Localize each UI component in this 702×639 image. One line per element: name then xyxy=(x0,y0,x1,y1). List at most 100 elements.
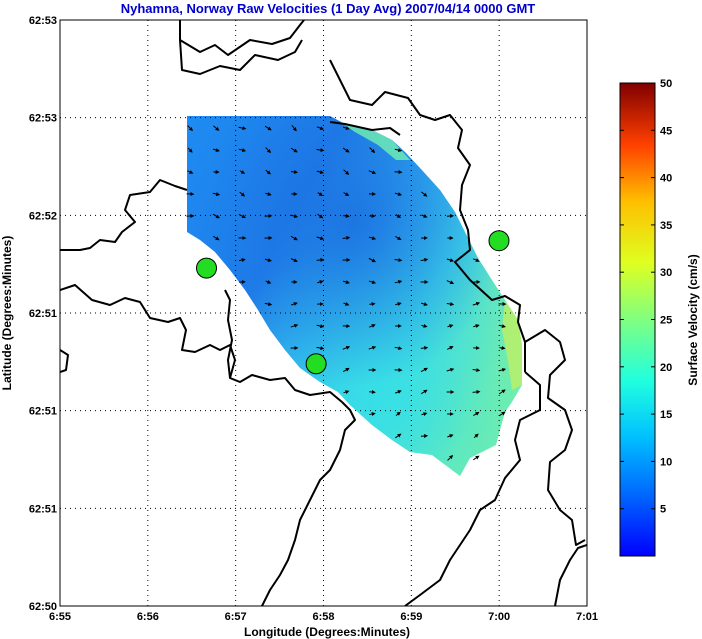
velocity-arrow xyxy=(212,213,220,219)
velocity-arrow xyxy=(395,214,402,218)
colorbar-tick-labels: 5 10 15 20 25 30 35 40 45 50 xyxy=(620,78,672,516)
velocity-arrow xyxy=(317,192,324,196)
velocity-arrow xyxy=(343,390,350,395)
velocity-arrow xyxy=(291,125,297,132)
velocity-arrow xyxy=(265,169,271,175)
velocity-arrow xyxy=(368,257,376,263)
velocity-arrow xyxy=(473,324,480,328)
velocity-arrow xyxy=(342,345,351,350)
velocity-arrow xyxy=(187,147,193,153)
velocity-arrow xyxy=(239,258,246,262)
colorbar-tick-label: 5 xyxy=(660,504,666,516)
velocity-arrow xyxy=(342,147,350,153)
velocity-arrow xyxy=(446,280,455,285)
x-tick-label: 6:57 xyxy=(225,611,247,623)
y-tick-label: 62:53 xyxy=(29,113,57,125)
y-axis-label: Latitude (Degrees:Minutes) xyxy=(0,236,14,391)
velocity-arrow xyxy=(472,258,480,262)
velocity-arrow xyxy=(368,345,377,350)
velocity-arrow xyxy=(472,301,481,306)
velocity-arrow xyxy=(498,324,506,328)
velocity-arrow xyxy=(238,214,247,219)
velocity-arrow xyxy=(317,213,324,219)
colorbar-tick-label: 35 xyxy=(660,220,672,232)
velocity-arrow xyxy=(342,235,351,240)
velocity-arrow xyxy=(239,191,246,197)
velocity-arrow xyxy=(394,170,403,175)
velocity-arrow xyxy=(368,324,376,328)
velocity-arrow xyxy=(420,345,429,350)
y-tick-labels: 62:53 62:53 62:52 62:51 62:51 62:51 62:50 xyxy=(29,15,57,613)
velocity-arrow xyxy=(316,148,325,153)
velocity-arrow xyxy=(290,302,298,306)
velocity-arrow xyxy=(446,302,455,307)
velocity-arrow xyxy=(265,147,272,154)
velocity-arrow xyxy=(212,148,220,152)
velocity-arrow xyxy=(316,236,325,241)
velocity-arrow xyxy=(473,411,480,416)
y-tick-label: 62:51 xyxy=(29,503,57,515)
station-marker xyxy=(305,353,327,375)
velocity-arrow xyxy=(290,170,299,174)
velocity-arrow xyxy=(343,169,350,176)
velocity-arrow xyxy=(420,389,428,395)
velocity-arrow xyxy=(395,302,402,306)
colorbar-tick-label: 25 xyxy=(660,315,672,327)
velocity-arrow xyxy=(447,346,454,350)
coastline xyxy=(60,20,587,606)
velocity-arrow xyxy=(421,191,428,197)
y-tick-label: 62:52 xyxy=(29,210,57,222)
plot-frame xyxy=(59,19,588,607)
y-tick-label: 62:50 xyxy=(29,601,57,613)
velocity-arrow xyxy=(472,389,481,394)
velocity-arrow xyxy=(316,324,325,329)
velocity-arrow xyxy=(368,170,377,175)
velocity-arrow xyxy=(420,367,428,373)
velocity-arrow xyxy=(394,279,403,284)
x-tick-label: 6:58 xyxy=(312,611,334,623)
colorbar-tick-label: 45 xyxy=(660,125,672,137)
velocity-arrow xyxy=(446,367,455,372)
velocity-arrow xyxy=(447,454,454,461)
velocity-arrow xyxy=(238,148,247,152)
velocity-arrow xyxy=(290,323,299,328)
y-tick-label: 62:53 xyxy=(29,15,57,27)
velocity-arrow xyxy=(499,345,506,350)
velocity-arrow xyxy=(472,368,481,373)
velocity-arrow xyxy=(342,367,350,373)
colorbar-tick-label: 40 xyxy=(660,173,672,185)
velocity-arrow xyxy=(394,346,403,351)
x-tick-label: 6:59 xyxy=(400,611,422,623)
velocity-arrow xyxy=(368,236,377,240)
velocity-arrow xyxy=(447,434,454,438)
velocity-arrow xyxy=(394,148,403,153)
velocity-arrow xyxy=(342,280,350,284)
velocity-arrow xyxy=(187,170,194,174)
velocity-arrow xyxy=(317,280,324,284)
velocity-arrow xyxy=(316,346,325,351)
colorbar: 5 10 15 20 25 30 35 40 45 50 Surface Velocity (cm… xyxy=(619,78,700,557)
x-tick-label: 7:01 xyxy=(576,611,598,623)
velocity-arrow xyxy=(343,213,350,218)
velocity-arrow xyxy=(394,192,403,196)
colorbar-gradient xyxy=(619,82,656,557)
velocity-arrow xyxy=(316,170,325,174)
velocity-arrow xyxy=(394,258,403,263)
velocity-arrow xyxy=(421,323,428,328)
velocity-arrow xyxy=(238,126,247,131)
colorbar-tick-label: 20 xyxy=(660,362,672,374)
velocity-arrow xyxy=(421,412,428,417)
velocity-arrow xyxy=(342,126,350,130)
plot-area xyxy=(60,20,587,606)
x-axis-label: Longitude (Degrees:Minutes) xyxy=(244,625,410,639)
colorbar-label: Surface Velocity (cm/s) xyxy=(686,254,700,385)
velocity-arrow xyxy=(421,214,428,218)
velocity-arrow xyxy=(447,324,454,329)
velocity-arrow xyxy=(395,236,402,241)
velocity-arrow xyxy=(212,192,221,197)
station-marker xyxy=(488,230,510,252)
velocity-arrow xyxy=(239,170,246,174)
velocity-arrow xyxy=(498,368,507,372)
velocity-arrow xyxy=(369,412,376,416)
